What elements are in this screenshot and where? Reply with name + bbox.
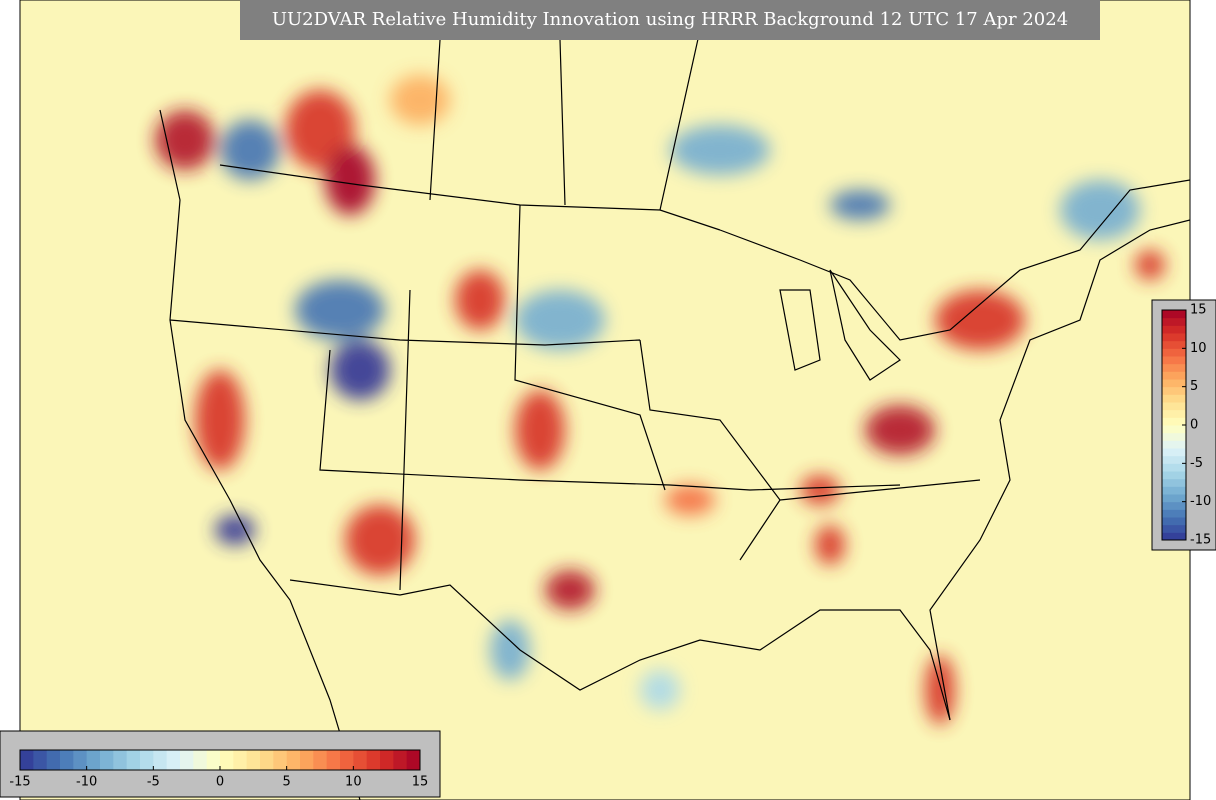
color-step: [380, 750, 394, 770]
color-step: [260, 750, 274, 770]
color-step: [286, 750, 301, 770]
colorbars: -15 -10 -5 0 5 10 15 15 10 5 0 -5 -10 -15: [9, 303, 1211, 790]
color-step: [153, 750, 168, 770]
color-step: [1162, 363, 1186, 372]
color-step: [1162, 478, 1186, 487]
color-step: [1162, 409, 1186, 418]
tick-label: 0: [216, 775, 224, 790]
state-lines: [169, 29, 981, 591]
border: [289, 579, 951, 721]
title: UU2DVAR Relative Humidity Innovation usi…: [272, 9, 1068, 30]
color-step: [20, 750, 34, 770]
color-step: [1162, 379, 1186, 388]
color-step: [193, 750, 208, 770]
color-step: [1162, 440, 1186, 449]
color-step: [246, 750, 261, 770]
border: [719, 179, 1190, 341]
color-step: [1162, 317, 1186, 326]
color-step: [1162, 494, 1186, 503]
coastline: [929, 219, 1190, 721]
coastline: [159, 109, 361, 800]
color-step: [1162, 455, 1186, 464]
color-step: [1162, 532, 1186, 541]
color-step: [1162, 356, 1186, 365]
tick-label: 15: [1190, 303, 1207, 318]
color-step: [1162, 432, 1186, 441]
color-step: [220, 750, 234, 770]
color-step: [393, 750, 408, 770]
color-step: [1162, 486, 1186, 495]
color-step: [73, 750, 88, 770]
color-step: [233, 750, 248, 770]
color-step: [353, 750, 368, 770]
color-step: [86, 750, 101, 770]
tick-label: -5: [1190, 456, 1203, 471]
color-step: [60, 750, 74, 770]
tick-label: 0: [1190, 418, 1198, 433]
color-step: [166, 750, 181, 770]
great-lakes: [779, 269, 901, 381]
color-step: [1162, 340, 1186, 349]
color-step: [406, 750, 421, 770]
color-step: [340, 750, 354, 770]
tick-label: 5: [1190, 379, 1198, 394]
color-step: [206, 750, 221, 770]
color-step: [1162, 463, 1186, 472]
tick-label: 10: [1190, 341, 1207, 356]
humidity-field: [155, 75, 1165, 725]
color-step: [313, 750, 328, 770]
tick-label: -10: [76, 775, 97, 790]
color-step: [1162, 310, 1186, 319]
color-step: [1162, 471, 1186, 480]
boundaries: [159, 29, 1190, 800]
tick-label: 10: [345, 775, 362, 790]
color-step: [1162, 425, 1186, 434]
color-step: [1162, 348, 1186, 357]
color-step: [1162, 509, 1186, 518]
color-step: [1162, 386, 1186, 395]
color-step: [366, 750, 381, 770]
color-step: [1162, 517, 1186, 526]
color-step: [180, 750, 194, 770]
color-step: [140, 750, 154, 770]
color-step: [126, 750, 141, 770]
color-step: [326, 750, 341, 770]
tick-label: 15: [412, 775, 429, 790]
color-step: [1162, 394, 1186, 403]
tick-label: -5: [147, 775, 160, 790]
color-step: [1162, 371, 1186, 380]
color-step: [33, 750, 48, 770]
color-step: [1162, 325, 1186, 334]
color-step: [1162, 501, 1186, 510]
color-step: [1162, 524, 1186, 533]
tick-label: -10: [1190, 494, 1211, 509]
color-step: [1162, 333, 1186, 342]
color-step: [46, 750, 61, 770]
color-step: [113, 750, 128, 770]
color-step: [273, 750, 288, 770]
color-step: [100, 750, 114, 770]
title-box: [240, 0, 1100, 40]
map-area: [20, 0, 1190, 800]
color-step: [1162, 402, 1186, 411]
color-step: [1162, 448, 1186, 457]
color-step: [300, 750, 314, 770]
tick-label: -15: [1190, 533, 1211, 548]
tick-label: 5: [283, 775, 291, 790]
tick-label: -15: [9, 775, 30, 790]
color-step: [1162, 417, 1186, 426]
